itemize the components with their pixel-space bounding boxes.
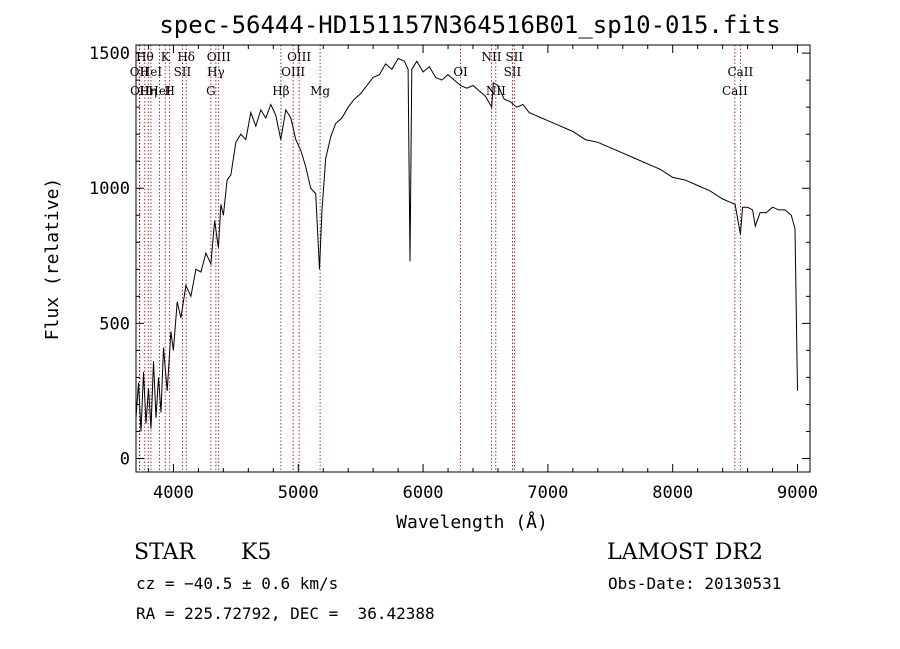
marker-label-18: NII [481, 50, 501, 64]
marker-label-21: SII [505, 50, 523, 64]
marker-label-1: OII [130, 84, 150, 98]
y-tick-label-0: 0 [120, 449, 130, 469]
spectrum-line [135, 57, 798, 432]
marker-label-23: CaII [727, 65, 753, 79]
marker-label-15: OIII [287, 50, 311, 64]
line-marker-labels: OIIOIIHθHηHeIHeIKHSIIHδGHγOIIIHβOIIIOIII… [130, 50, 754, 98]
y-axis-label: Flux (relative) [42, 178, 63, 341]
marker-label-6: K [161, 50, 171, 64]
x-tick-label-1: 5000 [278, 483, 319, 503]
marker-label-5: HeI [148, 84, 171, 98]
x-tick-label-3: 7000 [527, 483, 568, 503]
plot-frame [135, 44, 811, 473]
marker-label-11: Hγ [207, 65, 225, 79]
marker-label-10: G [206, 84, 216, 98]
marker-label-17: OI [453, 65, 468, 79]
observation-date: Obs-Date: 20130531 [608, 574, 782, 593]
y-axis-ticks: 0 500 1000 1500 [89, 44, 810, 469]
marker-label-19: NII [486, 84, 506, 98]
marker-label-0: OII [130, 65, 150, 79]
marker-label-4: HeI [140, 65, 163, 79]
x-axis-ticks: 4000 5000 6000 7000 8000 9000 [147, 45, 818, 503]
y-tick-label-2: 1000 [89, 179, 130, 199]
survey-name: LAMOST DR2 [607, 540, 763, 565]
coordinates: RA = 225.72792, DEC = 36.42388 [136, 604, 435, 623]
marker-label-3: Hη [139, 84, 157, 98]
marker-label-22: CaII [722, 84, 748, 98]
marker-label-2: Hθ [136, 50, 154, 64]
marker-label-8: SII [174, 65, 192, 79]
marker-label-13: Hβ [272, 84, 289, 98]
x-tick-label-0: 4000 [153, 483, 194, 503]
marker-label-16: Mg [310, 84, 330, 98]
marker-label-12: OIII [207, 50, 231, 64]
redshift-cz: cz = −40.5 ± 0.6 km/s [136, 574, 339, 593]
x-tick-label-4: 8000 [652, 483, 693, 503]
marker-label-9: Hδ [177, 50, 195, 64]
object-class: STAR [134, 540, 195, 565]
marker-label-14: OIII [281, 65, 305, 79]
chart-title: spec-56444-HD151157N364516B01_sp10-015.f… [159, 11, 780, 39]
y-tick-label-3: 1500 [89, 44, 130, 64]
y-tick-label-1: 500 [99, 314, 130, 334]
x-axis-label: Wavelength (Å) [396, 511, 548, 533]
line-markers [138, 45, 741, 472]
marker-label-7: H [164, 84, 174, 98]
x-tick-label-2: 6000 [403, 483, 444, 503]
marker-label-20: SII [504, 65, 522, 79]
object-subclass: K5 [241, 540, 272, 565]
x-tick-label-5: 9000 [777, 483, 818, 503]
